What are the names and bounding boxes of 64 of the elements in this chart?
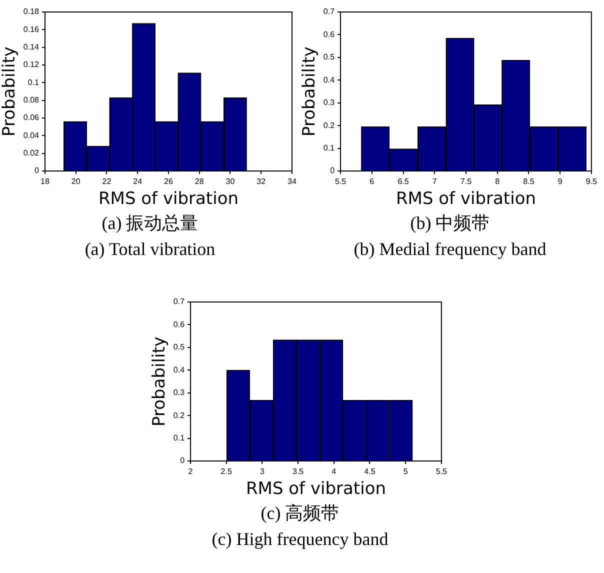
y-tick-label: 0.3	[323, 98, 336, 108]
x-tick-label: 28	[194, 177, 204, 186]
text: (c) High frequency band	[210, 528, 390, 551]
y-tick-label: 0.1	[173, 433, 186, 442]
text: (a) Total vibration	[84, 238, 216, 261]
x-tick-label: 9.5	[586, 177, 598, 186]
y-tick-label: 0	[180, 456, 186, 466]
x-tick-label: 8.5	[523, 177, 535, 186]
x-tick-label: 26	[164, 177, 174, 186]
text: (a) 振动总量	[100, 212, 200, 235]
y-tick-label: 0.6	[323, 30, 336, 39]
x-tick-label: 24	[133, 177, 143, 186]
y-tick-label: 0.4	[323, 75, 336, 84]
x-tick-label: 5.5	[436, 467, 448, 476]
x-tick-label: 30	[226, 177, 236, 186]
y-tick-label: 0.3	[173, 388, 186, 398]
y-tick-label: 0.04	[23, 130, 40, 140]
y-tick-label: 0.7	[323, 7, 336, 16]
x-tick-label: 22	[102, 177, 112, 186]
y-tick-label: 0	[34, 166, 40, 176]
y-tick-label: 0.6	[173, 320, 186, 329]
y-tick-label: 0	[330, 166, 336, 176]
text: (c) 高频带	[260, 502, 340, 525]
x-tick-label: 2.5	[220, 467, 232, 476]
x-tick-label: 18	[40, 177, 50, 186]
y-axis-title: Probability	[300, 46, 320, 136]
text: (b) Medial frequency band	[352, 238, 548, 261]
x-tick-label: 20	[71, 177, 81, 186]
y-tick-label: 0.5	[173, 342, 186, 352]
x-tick-label: 2	[188, 467, 194, 476]
y-tick-label: 0.2	[323, 120, 336, 130]
y-tick-label: 0.1	[323, 143, 336, 152]
x-tick-label: 7	[432, 177, 438, 186]
y-tick-label: 0.1	[28, 78, 40, 87]
y-tick-label: 0.02	[23, 148, 40, 158]
x-tick-label: 5.5	[334, 177, 347, 186]
x-tick-label: 34	[288, 177, 297, 186]
y-tick-label: 0.2	[173, 410, 186, 420]
text: (b) 中频带	[409, 212, 491, 235]
x-tick-label: 6	[370, 177, 375, 186]
x-tick-label: 9	[558, 177, 563, 186]
x-tick-label: 6.5	[398, 177, 410, 186]
x-tick-label: 3.5	[292, 467, 304, 476]
x-tick-label: 3	[260, 467, 265, 476]
y-tick-label: 0.4	[173, 365, 186, 374]
y-tick-label: 0.16	[23, 24, 40, 34]
y-tick-label: 0.7	[173, 297, 186, 306]
y-axis-title: Probability	[0, 46, 20, 136]
x-axis-title: RMS of vibration	[246, 479, 386, 500]
y-axis-title: Probability	[150, 336, 170, 426]
x-axis-title: RMS of vibration	[98, 189, 238, 210]
y-tick-label: 0.18	[23, 7, 40, 16]
x-tick-label: 8	[495, 177, 500, 186]
y-tick-label: 0.5	[323, 52, 336, 62]
x-tick-label: 7.5	[460, 177, 472, 186]
x-axis-title: RMS of vibration	[396, 189, 536, 210]
x-tick-label: 4	[332, 467, 337, 476]
x-tick-label: 32	[256, 177, 266, 186]
y-tick-label: 0.08	[23, 96, 40, 105]
y-tick-label: 0.12	[23, 60, 40, 70]
x-tick-label: 5	[403, 467, 408, 476]
y-tick-label: 0.14	[23, 42, 40, 52]
y-tick-label: 0.06	[23, 113, 40, 122]
x-tick-label: 4.5	[364, 467, 376, 476]
